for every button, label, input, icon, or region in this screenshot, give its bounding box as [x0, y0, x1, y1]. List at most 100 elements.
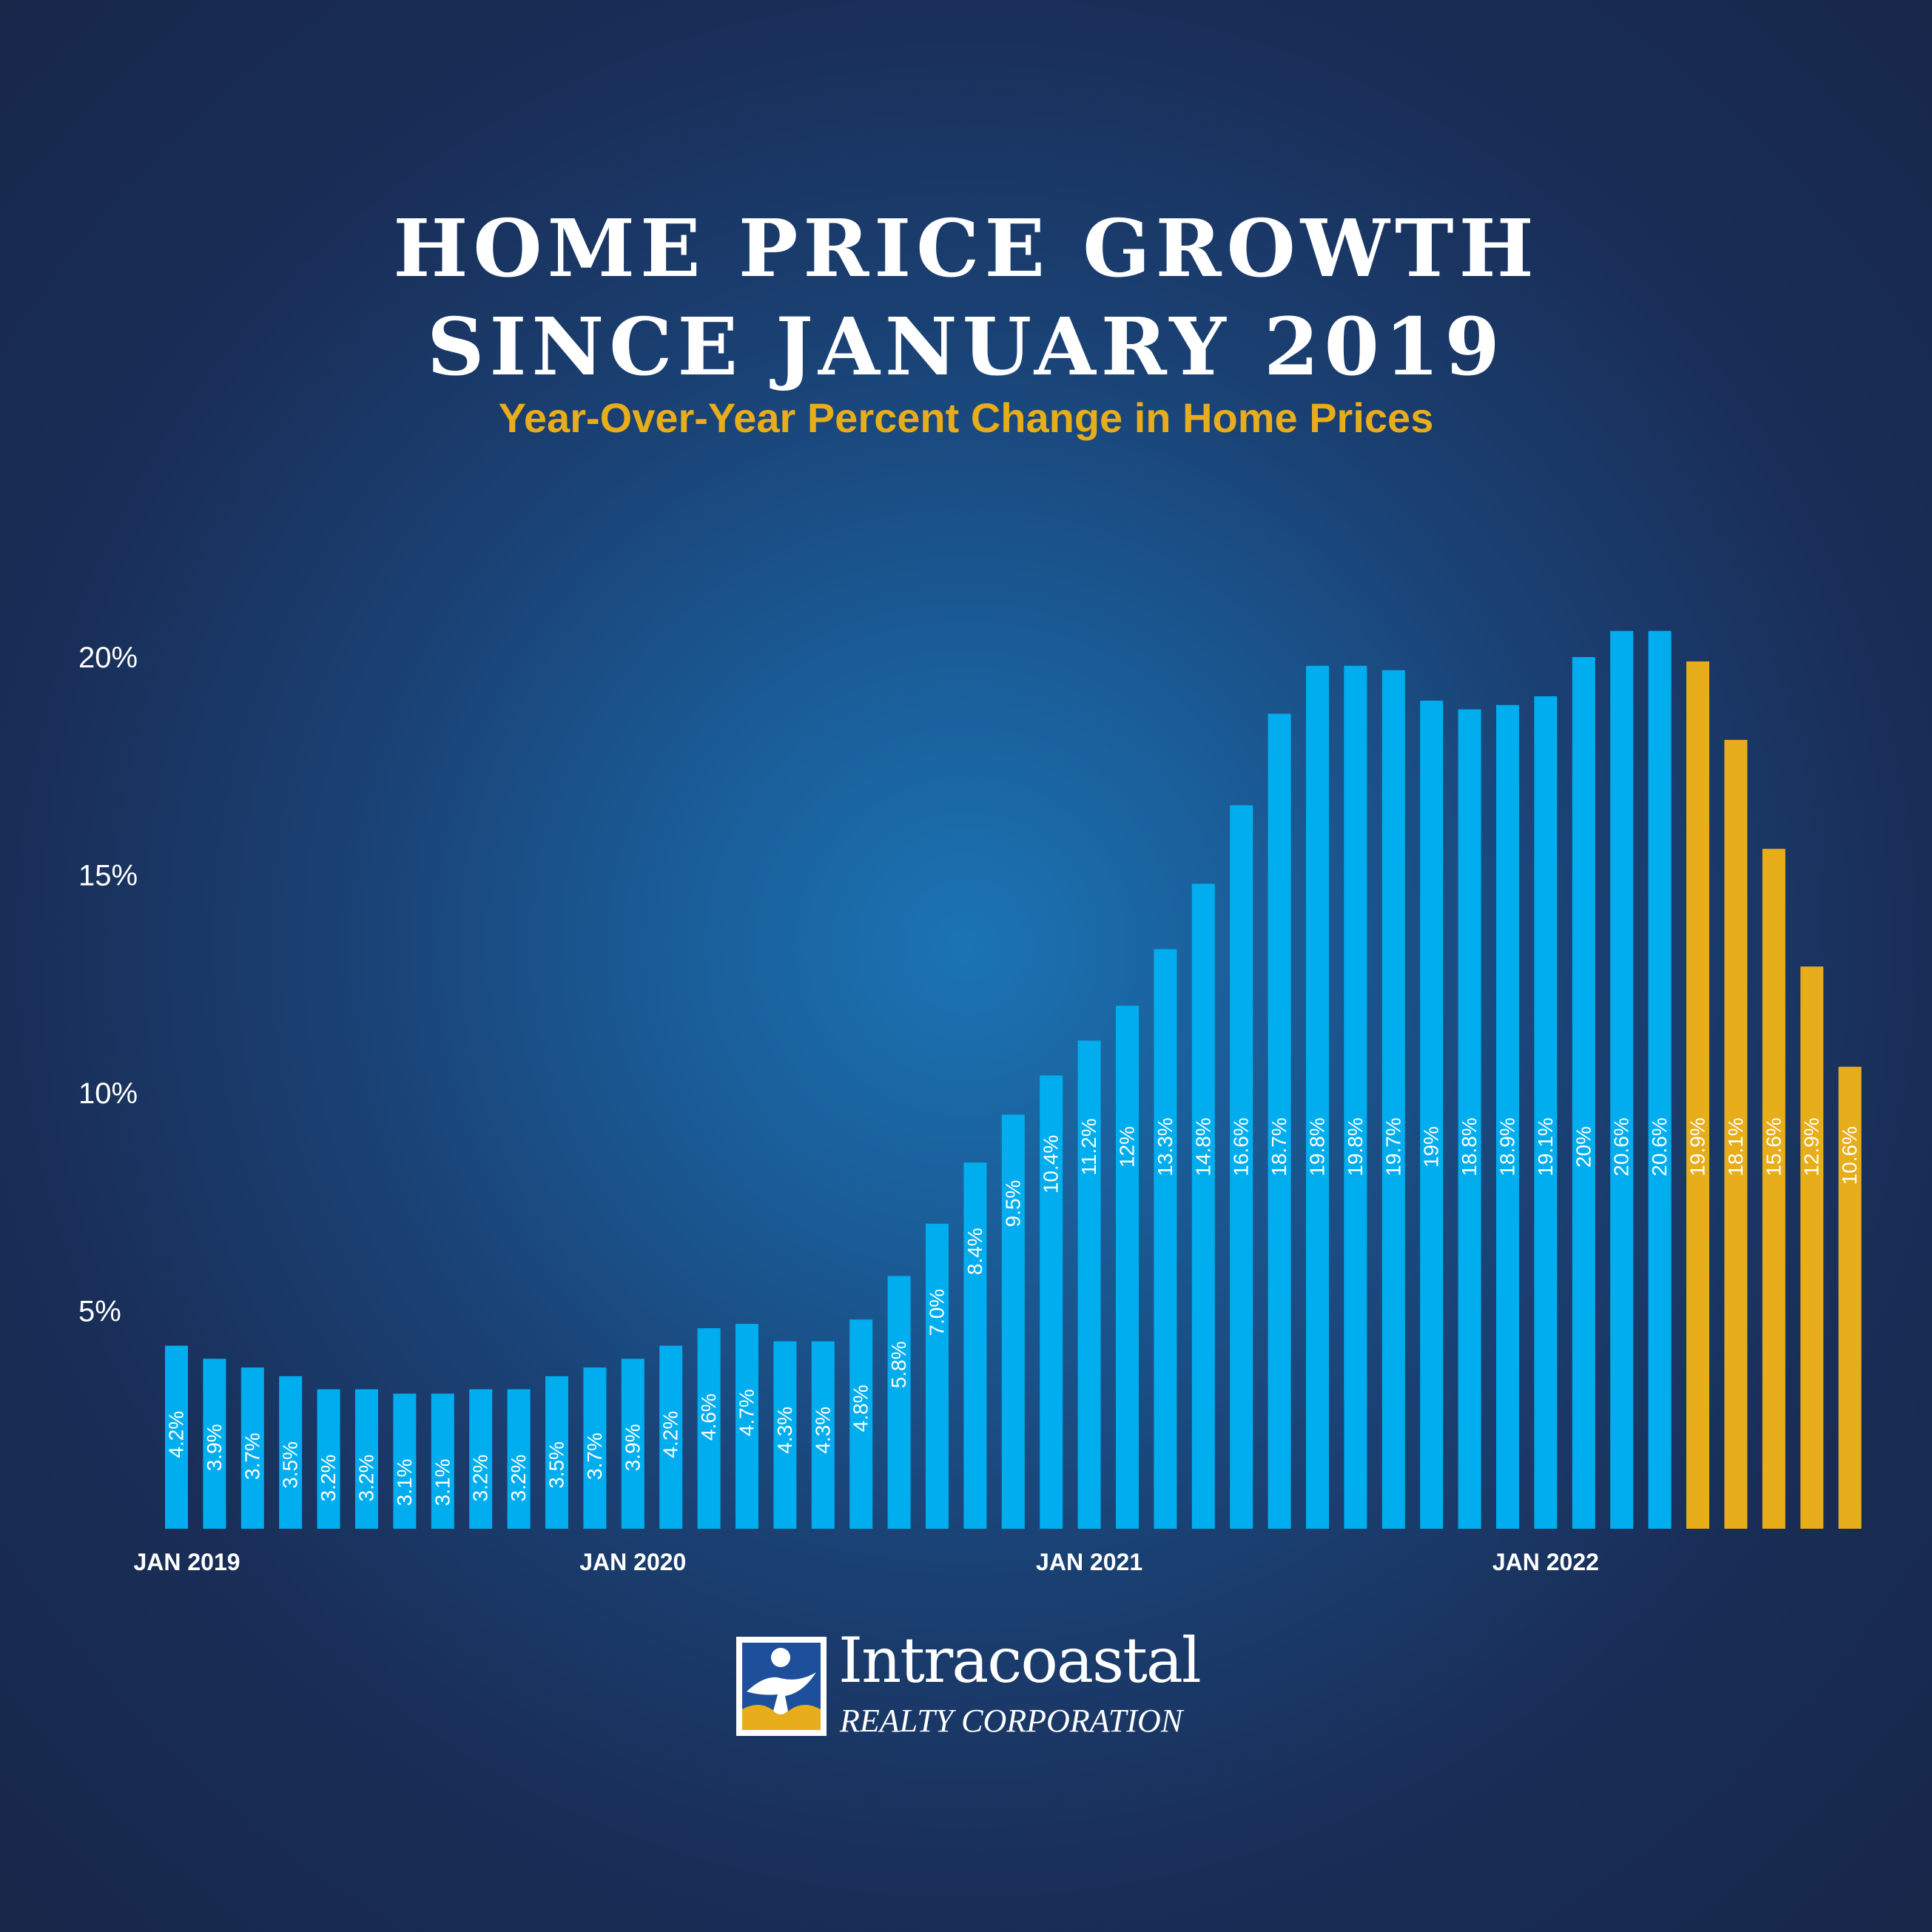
data-label-2021-11: 18.8%: [1458, 1117, 1481, 1176]
x-tick-label: JAN 2021: [1036, 1549, 1142, 1575]
bar-2020-06: [811, 1341, 835, 1529]
bar-2021-12: [1496, 704, 1519, 1529]
bar-2022-02: [1572, 657, 1595, 1529]
data-label-2022-04: 20.6%: [1648, 1117, 1671, 1176]
bar-2020-08: [887, 1276, 911, 1529]
bar-2020-10: [963, 1162, 987, 1529]
y-tick-label: 15%: [78, 860, 138, 892]
data-label-2020-08: 5.8%: [887, 1341, 910, 1388]
bar-2020-03: [697, 1328, 721, 1529]
data-label-2021-07: 19.8%: [1306, 1117, 1329, 1176]
data-label-2019-06: 3.2%: [355, 1455, 378, 1502]
data-label-2021-12: 18.9%: [1496, 1117, 1519, 1176]
bar-data-labels: 4.2% 3.9% 3.7% 3.5% 3.2% 3.2% 3.1% 3.1% 3.2% 3.2%…: [165, 1117, 1862, 1506]
bar-2022-01: [1534, 696, 1558, 1529]
bar-2019-04: [279, 1376, 303, 1529]
bar-2021-11: [1458, 709, 1481, 1529]
data-label-2022-09: 10.6%: [1838, 1126, 1861, 1185]
bar-2021-06: [1268, 713, 1291, 1529]
data-label-2019-03: 3.7%: [240, 1433, 263, 1480]
data-label-2020-04: 4.7%: [736, 1389, 758, 1436]
bar-2021-07: [1306, 665, 1329, 1529]
bar-2020-02: [659, 1345, 683, 1529]
data-label-2020-12: 10.4%: [1040, 1135, 1063, 1194]
y-tick-label: 20%: [78, 642, 138, 674]
bar-2019-06: [355, 1389, 378, 1529]
data-label-2020-01: 3.9%: [621, 1424, 644, 1471]
bar-2021-10: [1420, 700, 1444, 1529]
bar-2019-05: [317, 1389, 340, 1529]
data-label-2022-05: 19.9%: [1686, 1117, 1709, 1176]
data-label-2019-10: 3.2%: [507, 1455, 530, 1502]
bar-2019-11: [545, 1376, 568, 1529]
data-label-2019-08: 3.1%: [431, 1458, 454, 1506]
data-label-2022-01: 19.1%: [1534, 1117, 1557, 1176]
bar-2019-03: [240, 1367, 264, 1529]
x-tick-label: JAN 2022: [1492, 1549, 1599, 1575]
bar-2020-05: [773, 1341, 797, 1529]
data-label-2020-10: 8.4%: [963, 1228, 986, 1275]
data-label-2021-03: 13.3%: [1154, 1117, 1177, 1176]
bar-2022-04: [1648, 630, 1672, 1529]
data-label-2020-09: 7.0%: [926, 1289, 949, 1336]
data-label-2019-11: 3.5%: [545, 1441, 568, 1489]
data-label-2021-08: 19.8%: [1344, 1117, 1367, 1176]
brand-tagline: REALTY CORPORATION: [840, 1703, 1183, 1739]
data-label-2022-07: 15.6%: [1762, 1117, 1785, 1176]
chart-subtitle: Year-Over-Year Percent Change in Home Pr…: [498, 394, 1434, 441]
bar-2020-01: [621, 1359, 644, 1529]
bar-2020-09: [926, 1223, 949, 1529]
data-label-2019-07: 3.1%: [393, 1458, 416, 1506]
logo-mark-icon: [736, 1637, 827, 1736]
bar-2021-08: [1344, 665, 1367, 1529]
bar-2019-10: [507, 1389, 531, 1529]
data-label-2019-01: 4.2%: [165, 1411, 188, 1458]
bar-2021-05: [1230, 805, 1253, 1529]
bar-2021-04: [1191, 883, 1215, 1529]
y-tick-label: 10%: [78, 1077, 138, 1110]
data-label-2022-06: 18.1%: [1724, 1117, 1747, 1176]
data-label-2019-05: 3.2%: [317, 1455, 340, 1502]
x-tick-label: JAN 2020: [579, 1549, 686, 1575]
bar-2019-01: [165, 1345, 188, 1529]
bar-2020-12: [1040, 1075, 1063, 1529]
data-label-2019-09: 3.2%: [469, 1455, 492, 1502]
bar-2020-04: [736, 1324, 758, 1529]
data-label-2021-10: 19%: [1420, 1126, 1443, 1168]
bar-2020-07: [849, 1319, 873, 1529]
bar-2019-08: [431, 1393, 454, 1529]
data-label-2022-08: 12.9%: [1800, 1117, 1823, 1176]
bar-2022-09: [1838, 1066, 1862, 1529]
bar-2019-12: [583, 1367, 607, 1529]
data-label-2019-04: 3.5%: [279, 1441, 302, 1489]
data-label-2020-06: 4.3%: [811, 1407, 834, 1454]
data-label-2021-02: 12%: [1116, 1126, 1139, 1168]
bar-2022-07: [1762, 849, 1785, 1529]
data-label-2021-01: 11.2%: [1077, 1118, 1100, 1175]
bar-2021-01: [1077, 1040, 1101, 1529]
bar-2021-03: [1154, 949, 1177, 1529]
data-label-2020-11: 9.5%: [1001, 1180, 1024, 1228]
bar-2021-09: [1381, 670, 1405, 1529]
data-label-2020-02: 4.2%: [659, 1411, 682, 1458]
chart-title-line-2: SINCE JANUARY 2019: [427, 301, 1505, 394]
bar-2021-02: [1116, 1006, 1139, 1529]
chart-title-line-1: HOME PRICE GROWTH: [393, 203, 1539, 295]
bar-2022-08: [1800, 966, 1824, 1529]
x-axis-ticks: JAN 2019 JAN 2020 JAN 2021 JAN 2022: [133, 1549, 1598, 1575]
data-label-2022-03: 20.6%: [1610, 1117, 1633, 1176]
data-label-2021-06: 18.7%: [1268, 1117, 1290, 1176]
data-label-2020-07: 4.8%: [849, 1384, 872, 1432]
bar-2022-05: [1686, 661, 1709, 1529]
data-label-2021-04: 14.8%: [1191, 1117, 1214, 1176]
bar-2019-09: [469, 1389, 493, 1529]
brand-name: Intracoastal: [838, 1624, 1202, 1697]
data-label-2021-05: 16.6%: [1230, 1117, 1253, 1176]
data-label-2022-02: 20%: [1572, 1126, 1595, 1168]
y-axis-ticks: 5% 10% 15% 20%: [78, 642, 138, 1328]
data-label-2021-09: 19.7%: [1381, 1117, 1404, 1176]
data-label-2020-03: 4.6%: [697, 1393, 720, 1441]
bar-2022-06: [1724, 739, 1748, 1529]
y-tick-label: 5%: [78, 1296, 121, 1328]
bar-2022-03: [1610, 630, 1634, 1529]
